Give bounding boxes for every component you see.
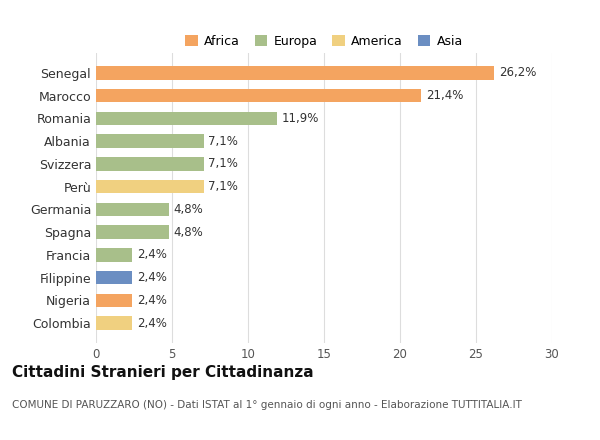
Bar <box>96 271 133 285</box>
Bar <box>96 66 494 80</box>
Bar <box>96 157 204 171</box>
Text: COMUNE DI PARUZZARO (NO) - Dati ISTAT al 1° gennaio di ogni anno - Elaborazione : COMUNE DI PARUZZARO (NO) - Dati ISTAT al… <box>12 400 522 411</box>
Legend: Africa, Europa, America, Asia: Africa, Europa, America, Asia <box>180 30 468 53</box>
Bar <box>96 316 133 330</box>
Text: 7,1%: 7,1% <box>208 180 238 193</box>
Bar <box>96 180 204 194</box>
Text: 4,8%: 4,8% <box>173 226 203 238</box>
Text: 2,4%: 2,4% <box>137 271 167 284</box>
Bar <box>96 202 169 216</box>
Bar <box>96 111 277 125</box>
Text: 7,1%: 7,1% <box>208 158 238 170</box>
Text: 7,1%: 7,1% <box>208 135 238 147</box>
Bar <box>96 89 421 103</box>
Bar <box>96 248 133 262</box>
Bar <box>96 225 169 239</box>
Text: 11,9%: 11,9% <box>281 112 319 125</box>
Text: 26,2%: 26,2% <box>499 66 536 79</box>
Bar <box>96 293 133 307</box>
Text: 4,8%: 4,8% <box>173 203 203 216</box>
Text: 21,4%: 21,4% <box>426 89 463 102</box>
Text: 2,4%: 2,4% <box>137 317 167 330</box>
Text: 2,4%: 2,4% <box>137 294 167 307</box>
Text: Cittadini Stranieri per Cittadinanza: Cittadini Stranieri per Cittadinanza <box>12 365 314 380</box>
Bar <box>96 134 204 148</box>
Text: 2,4%: 2,4% <box>137 249 167 261</box>
